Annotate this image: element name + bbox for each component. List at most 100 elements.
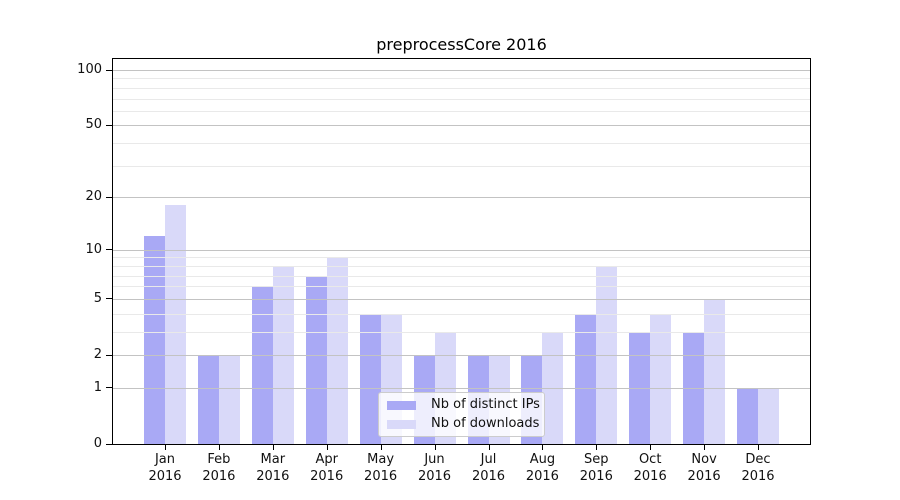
x-tick-month: Jul — [480, 452, 497, 467]
gridline-major — [113, 125, 810, 127]
x-axis-tick-label: Dec 2016 — [728, 451, 788, 485]
x-axis-tick — [542, 445, 544, 450]
x-axis-tick-label: Jan 2016 — [135, 451, 195, 485]
legend-label-distinct-ips: Nb of distinct IPs — [431, 397, 540, 412]
x-tick-month: Aug — [529, 452, 556, 467]
bar-distinct-ips — [359, 313, 381, 444]
y-axis-tick — [106, 69, 112, 71]
y-axis-tick-label: 0 — [93, 436, 102, 451]
gridline-minor — [113, 98, 810, 100]
x-axis-tick-label: Jul 2016 — [459, 451, 519, 485]
legend-entry-distinct-ips: Nb of distinct IPs — [379, 396, 544, 415]
legend-entry-downloads: Nb of downloads — [379, 415, 544, 434]
y-axis-tick — [106, 124, 112, 126]
bar-distinct-ips — [737, 387, 758, 444]
x-tick-year: 2016 — [687, 469, 721, 484]
gridline-minor — [113, 110, 810, 112]
y-axis-tick — [106, 443, 112, 445]
x-axis-tick-label: Oct 2016 — [620, 451, 680, 485]
y-axis-tick-label: 100 — [77, 62, 102, 77]
gridline-minor — [113, 78, 810, 80]
x-axis-tick-label: Sep 2016 — [566, 451, 626, 485]
gridline-minor — [113, 313, 810, 315]
bar-downloads — [165, 205, 186, 444]
y-axis-tick-label: 1 — [93, 379, 102, 395]
x-tick-year: 2016 — [256, 469, 290, 484]
x-axis-tick — [596, 445, 598, 450]
x-tick-month: Oct — [638, 452, 662, 467]
x-axis-tick-label: May 2016 — [351, 451, 411, 485]
y-axis-tick-label: 10 — [85, 241, 102, 257]
bar-downloads — [272, 265, 294, 444]
y-axis-tick-label: 20 — [85, 189, 102, 205]
gridline-major — [113, 355, 810, 356]
legend-label-downloads: Nb of downloads — [431, 416, 540, 431]
y-axis-tick-label: 2 — [93, 347, 102, 362]
x-axis-tick-label: Jun 2016 — [405, 451, 465, 485]
x-tick-month: Mar — [260, 452, 286, 467]
y-axis-tick — [106, 354, 112, 356]
bar-distinct-ips — [251, 286, 273, 444]
x-tick-month: Apr — [315, 452, 338, 467]
x-axis-tick — [434, 445, 436, 450]
x-tick-month: Nov — [691, 452, 717, 467]
x-tick-year: 2016 — [633, 469, 667, 484]
x-axis-tick-label: Apr 2016 — [297, 451, 357, 485]
x-axis-tick-label: Feb 2016 — [189, 451, 249, 485]
x-axis-tick — [326, 445, 328, 450]
x-axis-tick — [218, 445, 220, 450]
x-axis-tick-label: Mar 2016 — [243, 451, 303, 485]
gridline-minor — [113, 286, 810, 288]
bar-distinct-ips — [575, 313, 597, 444]
y-axis-tick — [106, 196, 112, 198]
x-tick-month: Sep — [584, 452, 609, 467]
plot-area: Nb of distinct IPs Nb of downloads — [112, 58, 811, 445]
x-axis-tick-label: Aug 2016 — [512, 451, 572, 485]
legend-swatch-distinct-ips — [387, 400, 416, 410]
legend-swatch-downloads — [387, 419, 416, 429]
x-tick-year: 2016 — [202, 469, 236, 484]
gridline-minor — [113, 257, 810, 259]
bar-distinct-ips — [144, 236, 165, 444]
gridline-minor — [113, 143, 810, 145]
x-tick-month: Feb — [207, 452, 231, 467]
y-axis-tick — [106, 249, 112, 251]
bar-distinct-ips — [197, 355, 219, 444]
x-axis-tick — [704, 445, 706, 450]
x-axis-tick — [650, 445, 652, 450]
y-axis-tick — [106, 387, 112, 389]
x-axis-tick — [758, 445, 759, 450]
x-axis-tick — [272, 445, 274, 450]
x-tick-month: May — [367, 452, 395, 467]
gridline-major — [113, 298, 810, 300]
x-tick-year: 2016 — [417, 469, 452, 484]
gridline-minor — [113, 331, 810, 333]
bar-downloads — [758, 387, 779, 444]
x-tick-year: 2016 — [310, 469, 344, 484]
y-axis-tick — [106, 298, 112, 300]
chart-title: preprocessCore 2016 — [376, 35, 547, 54]
legend: Nb of distinct IPs Nb of downloads — [378, 392, 545, 437]
gridline-major — [113, 197, 810, 199]
bar-distinct-ips — [305, 275, 327, 444]
gridline-minor — [113, 165, 810, 167]
gridline-major — [113, 249, 810, 251]
bar-downloads — [326, 257, 348, 444]
bar-downloads — [218, 355, 240, 444]
x-axis-tick-label: Nov 2016 — [674, 451, 734, 485]
bar-downloads — [596, 265, 618, 444]
x-axis-tick — [165, 445, 166, 450]
x-axis-tick — [380, 445, 382, 450]
x-tick-year: 2016 — [471, 469, 506, 484]
x-tick-year: 2016 — [364, 469, 398, 484]
x-tick-month: Dec — [745, 452, 771, 467]
x-tick-month: Jan — [154, 452, 176, 467]
gridline-minor — [113, 265, 810, 267]
gridline-major — [113, 387, 810, 389]
x-tick-year: 2016 — [525, 469, 559, 484]
bar-downloads — [704, 298, 726, 444]
x-tick-month: Jun — [424, 452, 445, 467]
x-axis-tick — [488, 445, 490, 450]
bar-downloads — [650, 313, 672, 444]
